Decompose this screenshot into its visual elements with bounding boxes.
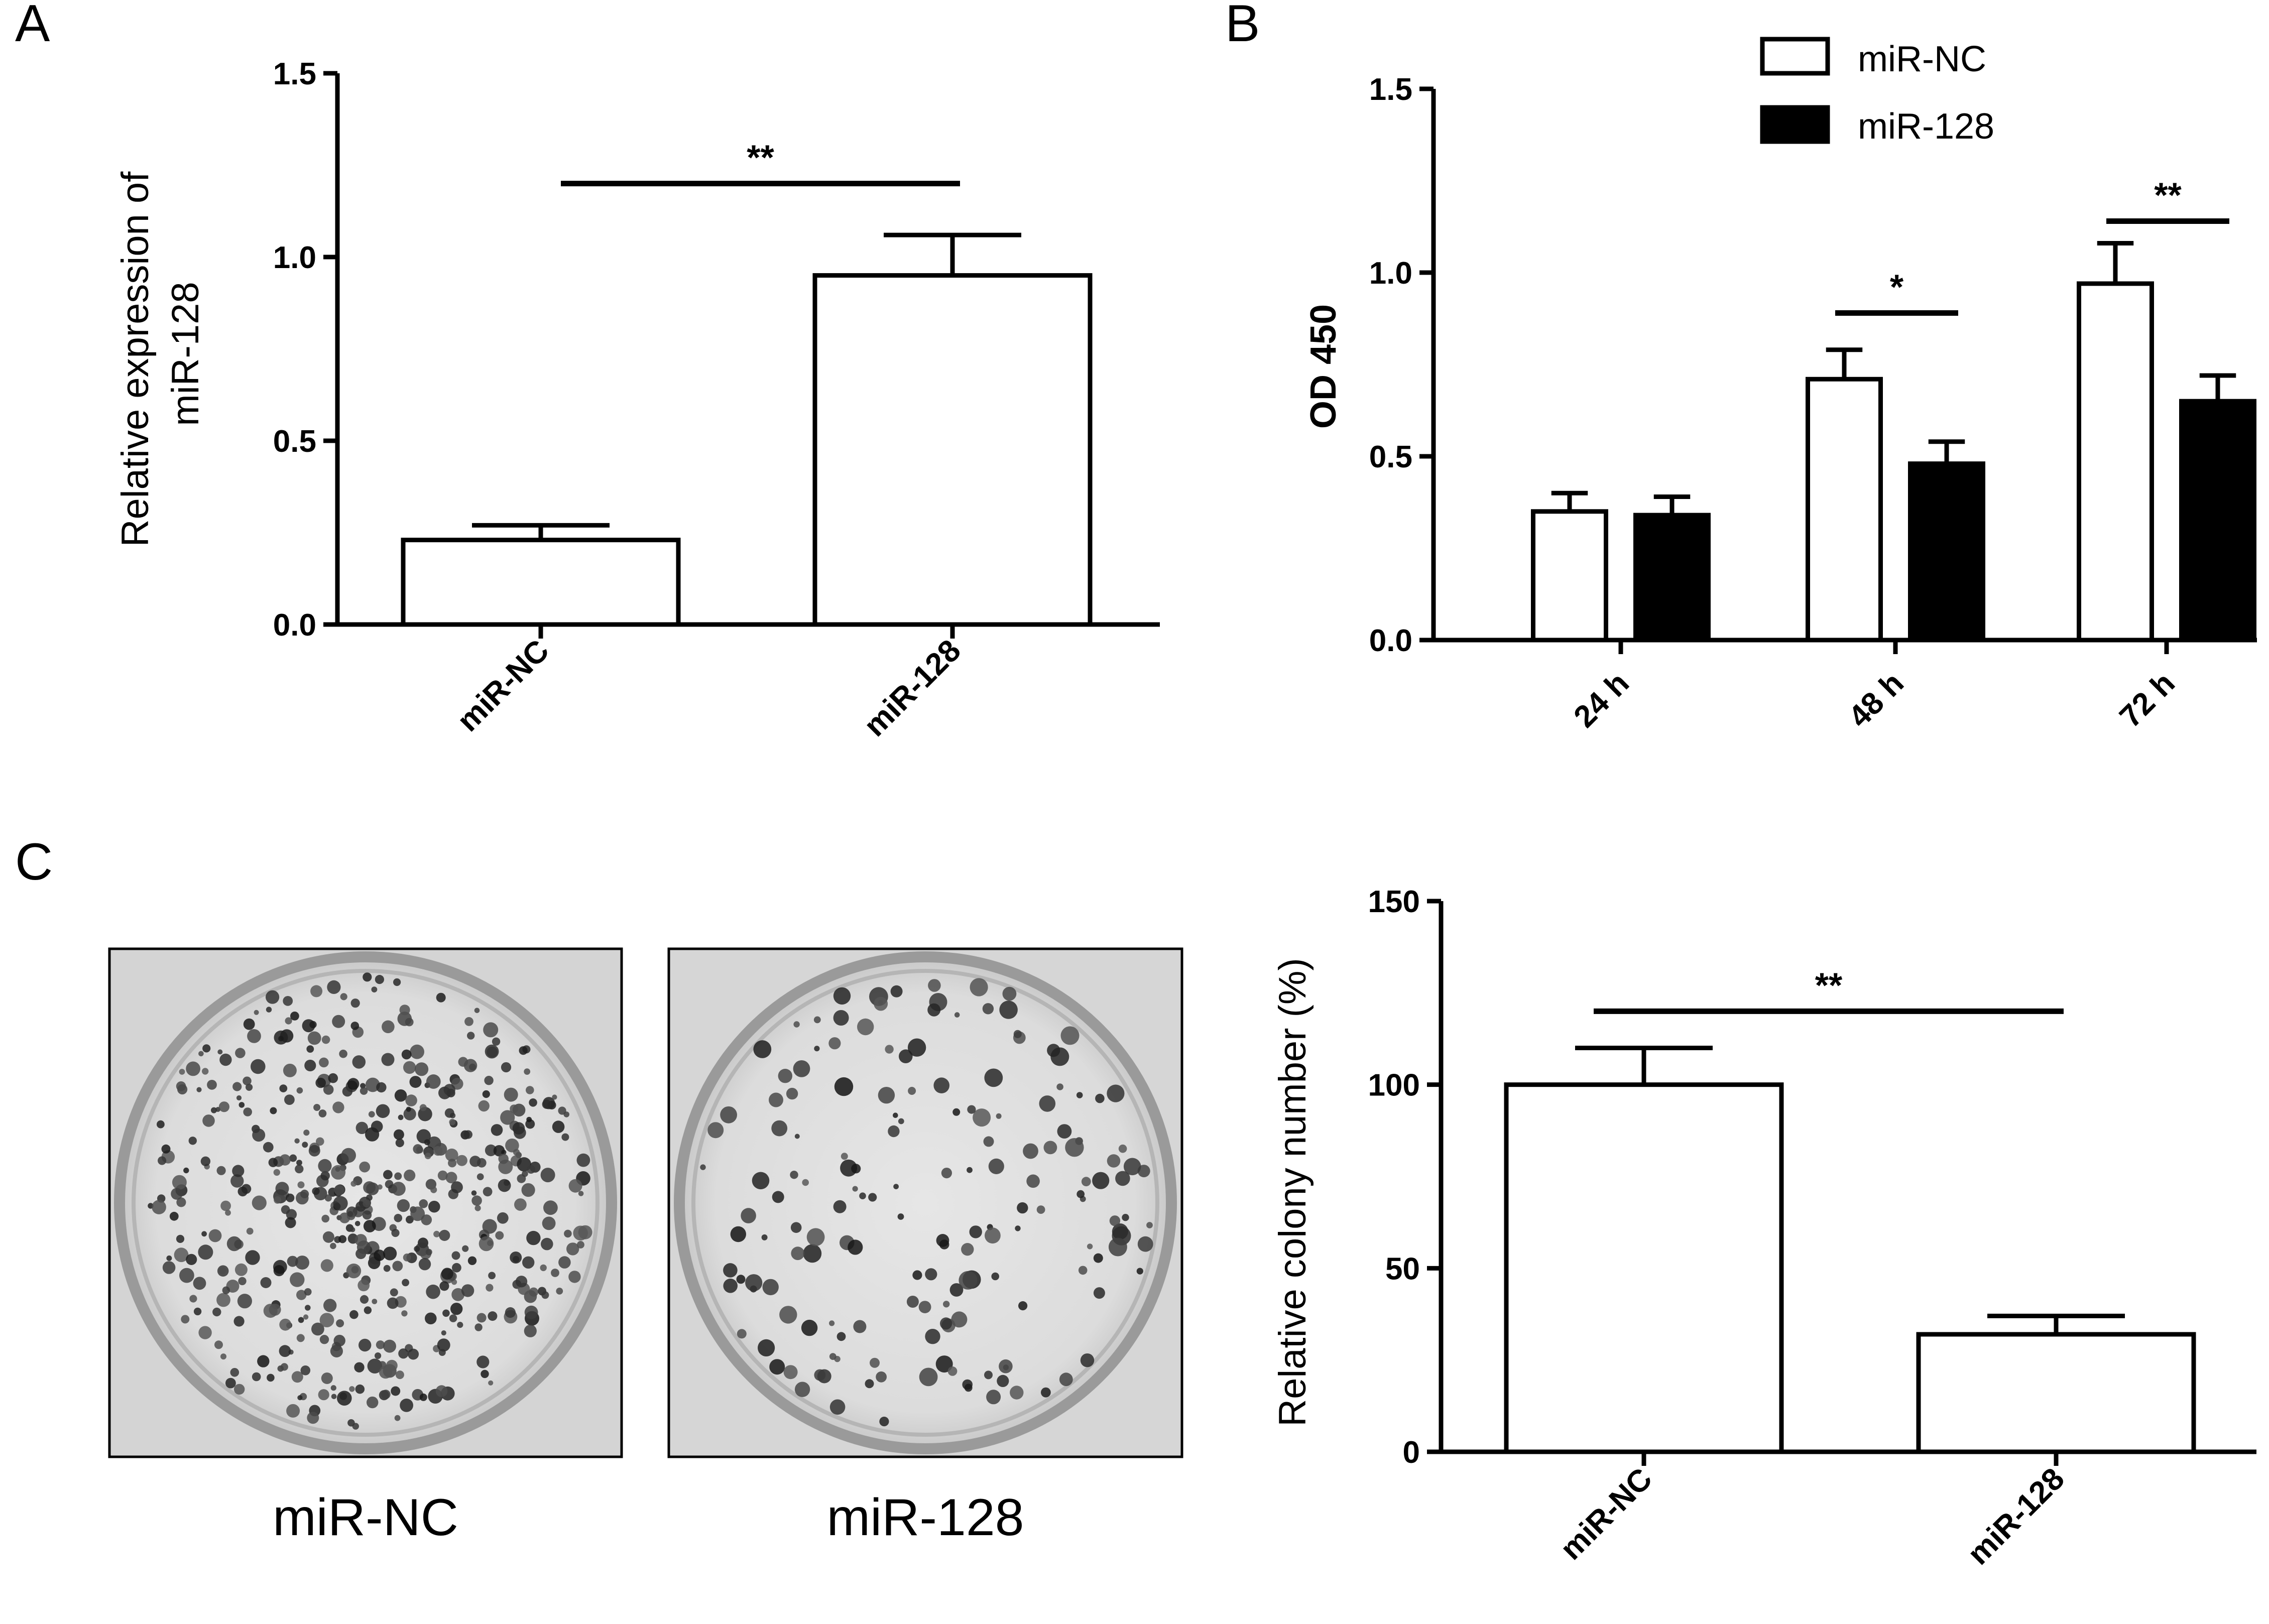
plate-image-mir-128: [667, 947, 1183, 1458]
chart-c-significance-label: **: [1815, 965, 1843, 1005]
chart-c-y-tick-label: 100: [1368, 1068, 1420, 1103]
chart-a-y-axis-title-line1: Relative expression of: [114, 171, 157, 547]
plate-caption-mir-nc: miR-NC: [273, 1488, 458, 1547]
colony-plates: miR-NC miR-128: [108, 947, 1183, 1547]
chart-a-bars: **: [401, 138, 1093, 627]
plate-caption-mir-128: miR-128: [827, 1488, 1024, 1547]
chart-a-y-tick-label: 1.0: [273, 240, 316, 275]
chart-c-bar-mir-nc: [1504, 1082, 1784, 1454]
chart-c-bar-mir-128: [1916, 1332, 2196, 1454]
chart-a-x-tick-label-mir-128: miR-128: [858, 633, 968, 743]
chart-b-legend: miR-NC miR-128: [1760, 37, 1994, 147]
chart-a: ** 0.0 0.5 1.0 1.5 miR-NC miR-128 Relative ex…: [114, 57, 1160, 743]
chart-b-y-tick-label: 1.0: [1369, 256, 1412, 291]
chart-a-y-axis-title: Relative expression of miR-128: [114, 161, 207, 547]
chart-a-bar-mir-nc: [401, 538, 681, 627]
chart-b-bar-mir-nc-72-h: [2077, 281, 2154, 643]
chart-c-bars: **: [1504, 965, 2196, 1454]
chart-c-y-tick-label: 50: [1385, 1252, 1420, 1286]
chart-a-y-tick-label: 0.0: [273, 608, 316, 643]
chart-a-significance-label: **: [747, 138, 774, 177]
chart-b-y-tick-label: 0.5: [1369, 440, 1412, 474]
chart-b-x-tick-label-48-h: 48 h: [1842, 666, 1910, 734]
chart-b-bar-mir-128-72-h: [2179, 399, 2256, 643]
chart-b-y-tick-label: 0.0: [1369, 623, 1412, 658]
panel-letter-c: C: [15, 833, 53, 891]
chart-c-y-tick-label: 0: [1403, 1435, 1420, 1470]
chart-c-x-tick-label-mir-128: miR-128: [1961, 1461, 2071, 1571]
chart-b-significance-label: *: [1890, 268, 1904, 307]
chart-b: *** 0.00.51.01.524 h 48 h 72 h OD 450 miR-…: [1303, 37, 2257, 734]
chart-a-x-tick-label-mir-nc: miR-NC: [450, 633, 556, 738]
chart-b-bar-mir-nc-48-h: [1806, 377, 1883, 643]
chart-a-y-axis-title-line2: miR-128: [164, 282, 207, 426]
legend-label-mir-nc: miR-NC: [1858, 39, 1986, 79]
chart-a-bar-mir-128: [812, 273, 1093, 627]
chart-b-y-axis-title: OD 450: [1303, 304, 1344, 429]
chart-a-y-tick-label: 1.5: [273, 57, 316, 91]
chart-b-bar-mir-128-48-h: [1908, 461, 1985, 643]
chart-c-y-axis-title: Relative colony number (%): [1271, 958, 1314, 1427]
panel-letter-b: B: [1225, 0, 1260, 53]
chart-b-x-tick-label-24-h: 24 h: [1567, 666, 1636, 734]
legend-swatch-mir-128: [1760, 105, 1830, 144]
chart-b-x-tick-label-72-h: 72 h: [2113, 666, 2182, 734]
chart-c: ** 0 50 100 150 miR-NC miR-128 Relative colon…: [1271, 885, 2256, 1571]
chart-c-axes: 0 50 100 150 miR-NC miR-128: [1368, 885, 2256, 1571]
chart-c-x-tick-label-mir-nc: miR-NC: [1554, 1461, 1659, 1567]
legend-swatch-mir-nc: [1760, 37, 1830, 76]
chart-b-bar-mir-nc-24-h: [1531, 509, 1608, 643]
chart-b-bars: ***: [1531, 176, 2256, 643]
plate-image-mir-nc: [108, 947, 623, 1458]
chart-b-y-tick-label: 1.5: [1369, 72, 1412, 107]
panel-letter-a: A: [15, 0, 50, 53]
legend-label-mir-128: miR-128: [1858, 106, 1994, 147]
chart-a-y-tick-label: 0.5: [273, 424, 316, 459]
chart-b-bar-mir-128-24-h: [1633, 513, 1711, 643]
chart-c-y-tick-label: 150: [1368, 885, 1420, 919]
chart-b-significance-label: **: [2154, 176, 2182, 215]
